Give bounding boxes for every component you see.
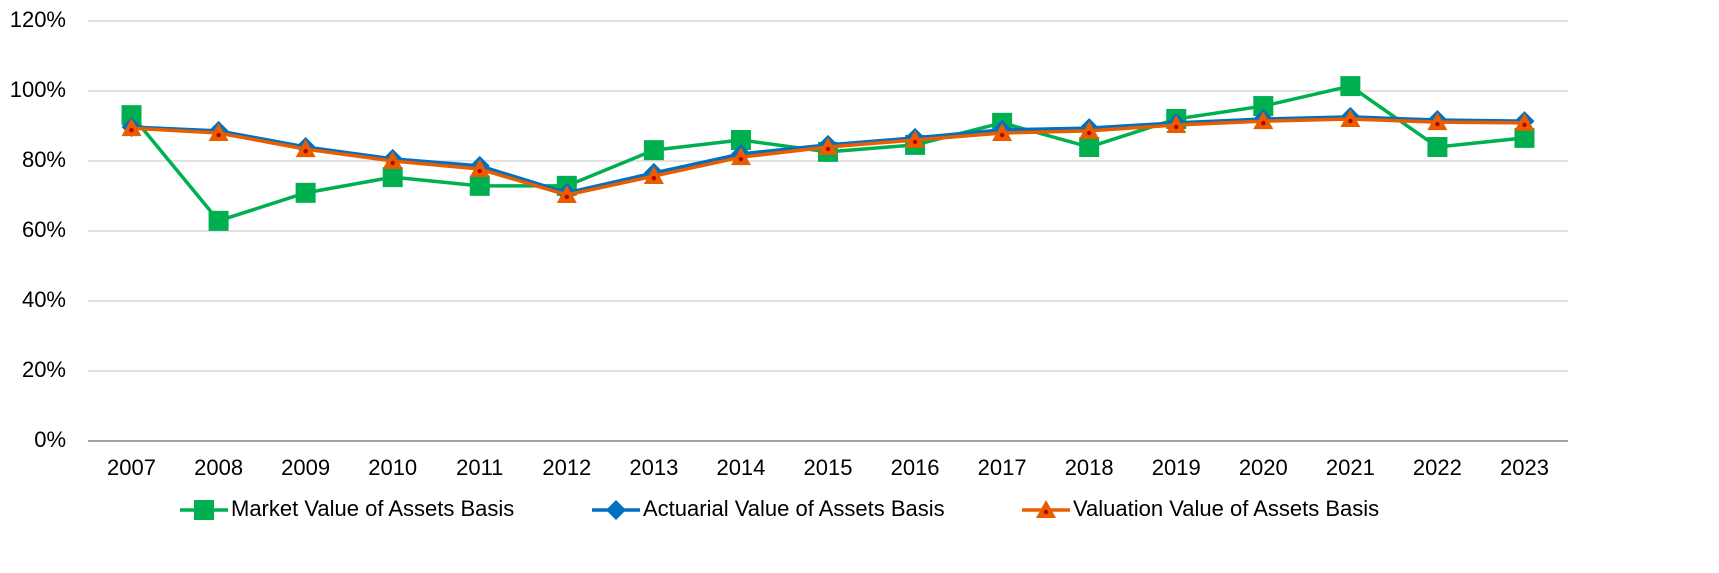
data-point xyxy=(556,184,577,203)
data-point xyxy=(905,130,926,148)
marker-dot xyxy=(999,132,1005,138)
x-tick-label: 2017 xyxy=(978,455,1027,480)
legend-marker xyxy=(606,500,626,520)
marker-dot xyxy=(1261,120,1266,126)
y-tick-label: 60% xyxy=(22,217,66,242)
y-tick-label: 100% xyxy=(10,77,66,102)
data-point xyxy=(1166,114,1187,133)
marker-dot xyxy=(303,148,308,154)
marker-dot xyxy=(1043,509,1049,515)
marker-dot xyxy=(1348,118,1353,124)
data-point xyxy=(992,123,1013,141)
data-point xyxy=(1079,137,1100,157)
data-point xyxy=(730,147,751,166)
legend-marker xyxy=(1036,500,1056,518)
x-tick-label: 2011 xyxy=(456,455,503,480)
x-tick-label: 2008 xyxy=(194,455,243,480)
data-point xyxy=(121,118,142,137)
data-point xyxy=(469,175,490,196)
marker-dot xyxy=(216,132,221,138)
legend-label: Actuarial Value of Assets Basis xyxy=(643,496,945,521)
marker-dot xyxy=(738,156,744,162)
legend-marker xyxy=(194,500,214,520)
marker-dot xyxy=(912,139,918,145)
x-tick-label: 2010 xyxy=(368,455,417,480)
marker-dot xyxy=(1522,122,1527,128)
x-tick-label: 2020 xyxy=(1239,455,1288,480)
data-point xyxy=(1340,109,1361,127)
data-point xyxy=(382,151,403,169)
x-tick-label: 2009 xyxy=(281,455,330,480)
y-tick-label: 80% xyxy=(22,147,66,172)
marker-dot xyxy=(1086,130,1092,136)
y-tick-label: 0% xyxy=(34,427,66,452)
marker-dot xyxy=(477,168,482,174)
x-tick-label: 2015 xyxy=(804,455,853,480)
marker-dot xyxy=(651,175,657,181)
marker-dot xyxy=(1174,124,1179,130)
y-tick-label: 20% xyxy=(22,357,66,382)
data-point xyxy=(295,182,316,203)
data-point xyxy=(208,210,229,231)
x-tick-label: 2007 xyxy=(107,455,156,480)
legend-label: Valuation Value of Assets Basis xyxy=(1073,496,1379,521)
legend-label: Market Value of Assets Basis xyxy=(231,496,514,521)
data-point xyxy=(1253,96,1274,117)
marker-dot xyxy=(390,160,395,166)
x-tick-label: 2013 xyxy=(629,455,678,480)
data-point xyxy=(382,167,403,188)
data-point xyxy=(1253,111,1274,130)
y-tick-label: 120% xyxy=(10,7,66,32)
x-tick-label: 2014 xyxy=(716,455,765,480)
data-point xyxy=(121,105,142,126)
x-tick-label: 2012 xyxy=(542,455,591,480)
data-point xyxy=(643,140,664,161)
data-point xyxy=(208,123,229,141)
y-tick-label: 40% xyxy=(22,287,66,312)
data-point xyxy=(295,139,316,158)
data-point xyxy=(1427,112,1448,131)
data-point xyxy=(469,159,490,178)
x-tick-label: 2021 xyxy=(1326,455,1375,480)
x-tick-label: 2019 xyxy=(1152,455,1201,480)
data-point xyxy=(1079,120,1100,139)
x-tick-label: 2016 xyxy=(891,455,940,480)
data-point xyxy=(643,166,664,185)
marker-dot xyxy=(1435,121,1440,127)
data-point xyxy=(1514,112,1535,131)
data-point xyxy=(818,137,838,155)
data-point xyxy=(1427,137,1448,157)
x-tick-label: 2022 xyxy=(1413,455,1462,480)
marker-dot xyxy=(825,146,831,152)
marker-dot xyxy=(129,127,134,133)
data-point xyxy=(730,130,751,150)
x-tick-label: 2018 xyxy=(1065,455,1114,480)
marker-dot xyxy=(564,194,570,200)
x-tick-label: 2023 xyxy=(1500,455,1549,480)
data-point xyxy=(1340,76,1361,97)
data-point xyxy=(1514,127,1535,148)
